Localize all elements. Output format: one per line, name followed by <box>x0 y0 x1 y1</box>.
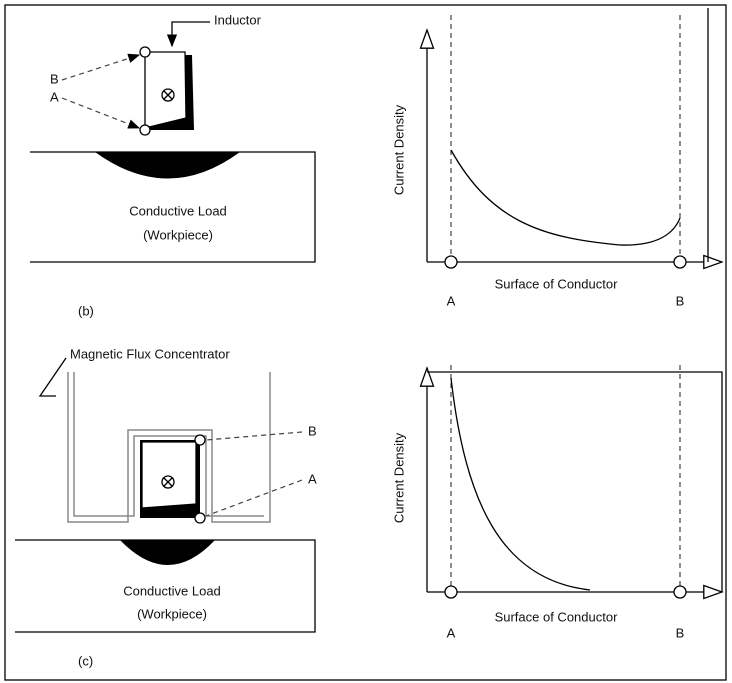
arrow <box>61 97 141 129</box>
concentrator-label: Magnetic Flux Concentrator <box>70 346 230 361</box>
workpiece <box>15 539 316 633</box>
x-axis-label: Surface of Conductor <box>495 276 619 291</box>
label-a: A <box>308 471 317 486</box>
label-b: B <box>50 71 59 86</box>
inductor-box <box>141 441 197 509</box>
current-symbol <box>161 88 175 102</box>
heated-zone <box>120 540 215 565</box>
x-label-a: A <box>447 293 456 308</box>
point-b <box>673 255 687 269</box>
x-axis-label: Surface of Conductor <box>495 609 619 624</box>
point-a <box>444 585 458 599</box>
arrow <box>61 53 141 81</box>
concentrator <box>67 372 271 523</box>
y-axis-label: Current Density <box>391 432 406 523</box>
current-symbol <box>163 477 173 487</box>
point-b <box>194 434 206 446</box>
frame <box>4 4 727 681</box>
density-curve <box>450 149 681 246</box>
load-subtitle: (Workpiece) <box>137 606 207 621</box>
heated-zone <box>95 152 240 179</box>
caption: (b) <box>78 303 94 318</box>
current-symbol <box>161 475 175 489</box>
load-subtitle: (Workpiece) <box>143 227 213 242</box>
boundary-line <box>450 15 681 262</box>
point-b <box>673 585 687 599</box>
label-b: B <box>308 423 317 438</box>
leader <box>38 357 67 397</box>
boundary-line <box>450 365 681 592</box>
load-title: Conductive Load <box>123 583 221 598</box>
panel-b: Inductor B A Conductive Load (Workpiece)… <box>30 8 722 318</box>
arrow <box>166 21 210 48</box>
density-curve <box>450 377 591 591</box>
x-label-b: B <box>676 293 685 308</box>
current-symbol <box>163 90 173 100</box>
caption: (c) <box>78 653 93 668</box>
leader <box>205 431 303 441</box>
leader <box>205 479 303 517</box>
frame-line <box>427 371 723 592</box>
point-a <box>194 512 206 524</box>
workpiece <box>30 151 316 263</box>
x-label-a: A <box>447 625 456 640</box>
x-label-b: B <box>676 625 685 640</box>
point-b <box>139 46 151 58</box>
inductor-label: Inductor <box>214 12 262 27</box>
y-axis-label: Current Density <box>391 104 406 195</box>
panel-c: Magnetic Flux Concentrator B A Conductiv… <box>15 346 722 668</box>
point-a <box>139 124 151 136</box>
label-a: A <box>50 89 59 104</box>
point-a <box>444 255 458 269</box>
load-title: Conductive Load <box>129 203 227 218</box>
